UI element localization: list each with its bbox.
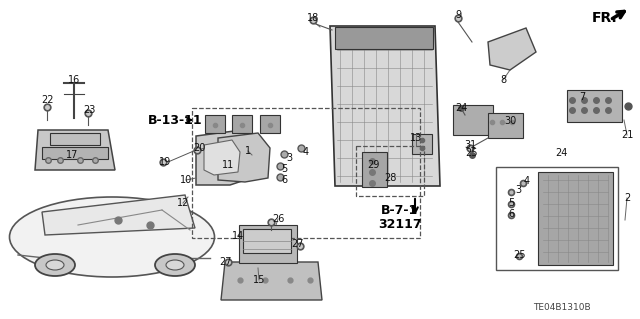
Text: 4: 4 [303,147,309,157]
Ellipse shape [166,260,184,270]
Text: 23: 23 [83,105,95,115]
Text: 3: 3 [286,153,292,163]
Text: 25: 25 [466,148,478,158]
Text: TE04B1310B: TE04B1310B [533,303,591,313]
Ellipse shape [155,254,195,276]
Polygon shape [204,140,240,175]
Text: B-13-11: B-13-11 [148,114,202,127]
Text: 6: 6 [508,209,514,219]
Text: 15: 15 [253,275,265,285]
Bar [205,115,225,133]
Ellipse shape [46,260,64,270]
Text: 2: 2 [624,193,630,203]
Text: 27: 27 [219,257,231,267]
Text: 26: 26 [272,214,284,224]
Text: 24: 24 [455,103,467,113]
Polygon shape [196,130,260,185]
Bar [243,229,291,253]
Text: 32117: 32117 [378,218,422,231]
Text: 16: 16 [68,75,80,85]
Bar [356,146,424,196]
Bar [538,172,613,265]
Ellipse shape [35,254,75,276]
Text: 25: 25 [513,250,525,260]
Polygon shape [42,195,195,235]
Text: 5: 5 [281,164,287,174]
Text: B-7-1: B-7-1 [381,204,419,217]
Ellipse shape [10,197,214,277]
Bar [496,167,618,270]
Polygon shape [330,26,440,186]
Bar [335,27,433,49]
Text: 4: 4 [524,176,530,186]
Bar [232,115,252,133]
Text: 17: 17 [66,150,78,160]
Text: 14: 14 [232,231,244,241]
Bar [453,105,493,135]
Text: 24: 24 [555,148,567,158]
Text: 8: 8 [500,75,506,85]
Bar [239,225,297,263]
Text: 19: 19 [159,157,171,167]
Text: 29: 29 [367,160,379,170]
Text: 28: 28 [384,173,396,183]
Text: 18: 18 [307,13,319,23]
Text: 21: 21 [621,130,633,140]
Text: 3: 3 [515,185,521,195]
Text: 1: 1 [245,146,251,156]
Bar [362,152,387,187]
Text: 9: 9 [455,10,461,20]
Text: 31: 31 [464,140,476,150]
Polygon shape [488,28,536,70]
Text: 27: 27 [291,239,303,249]
Text: 12: 12 [177,198,189,208]
Bar [488,113,523,138]
Polygon shape [221,262,322,300]
Bar [42,147,108,159]
Text: 30: 30 [504,116,516,126]
Bar [567,90,622,122]
Text: 6: 6 [281,175,287,185]
Text: 7: 7 [579,92,585,102]
Bar [50,133,100,145]
Text: 11: 11 [222,160,234,170]
Bar [260,115,280,133]
Polygon shape [218,133,270,182]
Polygon shape [35,130,115,170]
Text: 13: 13 [410,133,422,143]
Bar [192,108,420,238]
Text: FR.: FR. [592,11,618,25]
Text: 20: 20 [193,143,205,153]
Bar [412,134,432,154]
Text: 22: 22 [41,95,53,105]
Text: 10: 10 [180,175,192,185]
Text: 5: 5 [508,198,514,208]
